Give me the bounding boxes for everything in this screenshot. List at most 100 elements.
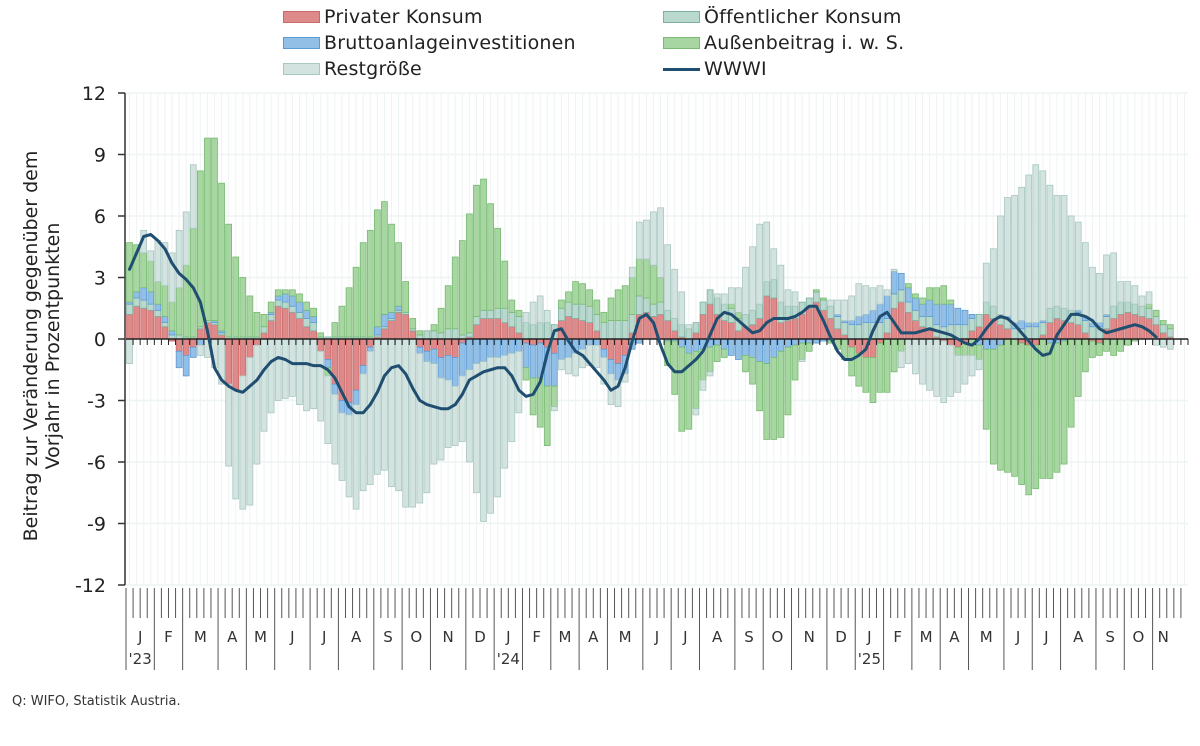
bar-segment [466, 338, 473, 371]
bar-segment [699, 313, 707, 340]
bar-segment [614, 379, 622, 408]
bar-segment [579, 320, 586, 340]
bar-segment [416, 346, 424, 354]
y-tick-label: 12 [82, 83, 106, 105]
bar-segment [289, 289, 296, 297]
bar-segment [274, 295, 282, 301]
bar-segment [494, 357, 502, 498]
bar-segment [1110, 252, 1117, 307]
bar-segment [784, 320, 792, 340]
bar-segment [473, 324, 480, 340]
bar-segment [607, 320, 615, 340]
bar-segment [543, 322, 551, 340]
bar-segment [296, 311, 303, 319]
bar-segment [855, 283, 863, 317]
bar-segment [508, 326, 516, 340]
bar-segment [303, 301, 310, 311]
x-month-label: F [893, 628, 902, 646]
bar-segment [1082, 320, 1089, 334]
bar-segment [310, 316, 317, 324]
bar-segment [168, 252, 176, 303]
bar-segment [1011, 195, 1018, 323]
bar-segment [515, 350, 523, 414]
bar-segment [437, 357, 445, 379]
bar-segment [742, 266, 749, 315]
bar-segment [416, 338, 424, 348]
source-note: Q: WIFO, Statistik Austria. [12, 694, 181, 709]
bar-segment [621, 285, 629, 321]
bar-segment [834, 299, 841, 315]
bars [126, 137, 1174, 522]
bar-segment [933, 303, 940, 326]
bar-segment [133, 244, 140, 293]
bar-segment [1074, 338, 1082, 397]
bar-segment [720, 338, 728, 350]
bar-segment [430, 330, 438, 340]
bar-segment [1039, 170, 1047, 321]
bar-segment [912, 320, 919, 340]
bar-segment [1103, 338, 1110, 352]
bar-segment [692, 322, 700, 334]
bar-segment [543, 385, 551, 446]
bar-segment [133, 297, 140, 307]
bar-segment [848, 320, 856, 326]
bar-segment [926, 338, 933, 391]
bar-segment [437, 338, 445, 358]
bar-segment [239, 277, 247, 338]
bar-segment [359, 338, 367, 367]
bar-segment [260, 338, 268, 432]
bar-segment [437, 307, 445, 334]
bar-segment [274, 338, 282, 401]
x-month-label: J [682, 628, 687, 646]
bar-segment [168, 330, 176, 336]
bar-segment [458, 342, 466, 377]
bar-segment [989, 338, 997, 350]
bar-segment [126, 242, 133, 303]
bar-segment [947, 299, 955, 305]
bar-segment [267, 338, 275, 414]
bar-segment [1159, 320, 1167, 326]
legend-label: Bruttoanlageinvestitionen [324, 32, 576, 54]
bar-segment [1138, 295, 1146, 307]
bar-segment [359, 242, 367, 338]
bar-segment [664, 244, 671, 311]
bar-segment [204, 137, 211, 321]
bar-segment [501, 260, 509, 309]
bar-segment [444, 354, 452, 381]
bar-segment [466, 369, 473, 463]
bar-segment [968, 354, 976, 377]
bar-segment [515, 316, 523, 334]
bar-segment [423, 338, 431, 352]
bar-segment [1032, 164, 1040, 324]
bar-segment [975, 313, 983, 328]
x-month-label: O [410, 628, 422, 646]
bar-segment [763, 221, 771, 282]
bar-segment [579, 283, 586, 305]
bar-segment [480, 318, 487, 340]
bar-segment [345, 287, 353, 338]
bar-segment [728, 287, 735, 305]
bar-segment [161, 316, 169, 324]
x-month-label: N [443, 628, 454, 646]
bar-segment [211, 137, 218, 321]
bar-segment [1060, 195, 1068, 309]
bar-segment [437, 332, 445, 340]
bar-segment [770, 248, 778, 280]
bar-segment [1117, 338, 1125, 352]
bar-segment [812, 291, 820, 303]
bar-segment [1039, 322, 1047, 336]
wwwi-line [128, 232, 1158, 415]
bar-segment [267, 320, 275, 340]
bar-segment [657, 277, 664, 303]
bar-segment [664, 320, 671, 340]
bar-segment [982, 338, 990, 350]
bar-segment [196, 338, 204, 346]
bar-segment [522, 342, 530, 369]
bar-segment [997, 338, 1004, 346]
bar-segment [572, 318, 579, 340]
bar-segment [678, 346, 686, 432]
bar-segment [126, 338, 133, 365]
bar-segment [706, 371, 714, 377]
bar-segment [756, 303, 763, 319]
bar-segment [968, 330, 976, 340]
